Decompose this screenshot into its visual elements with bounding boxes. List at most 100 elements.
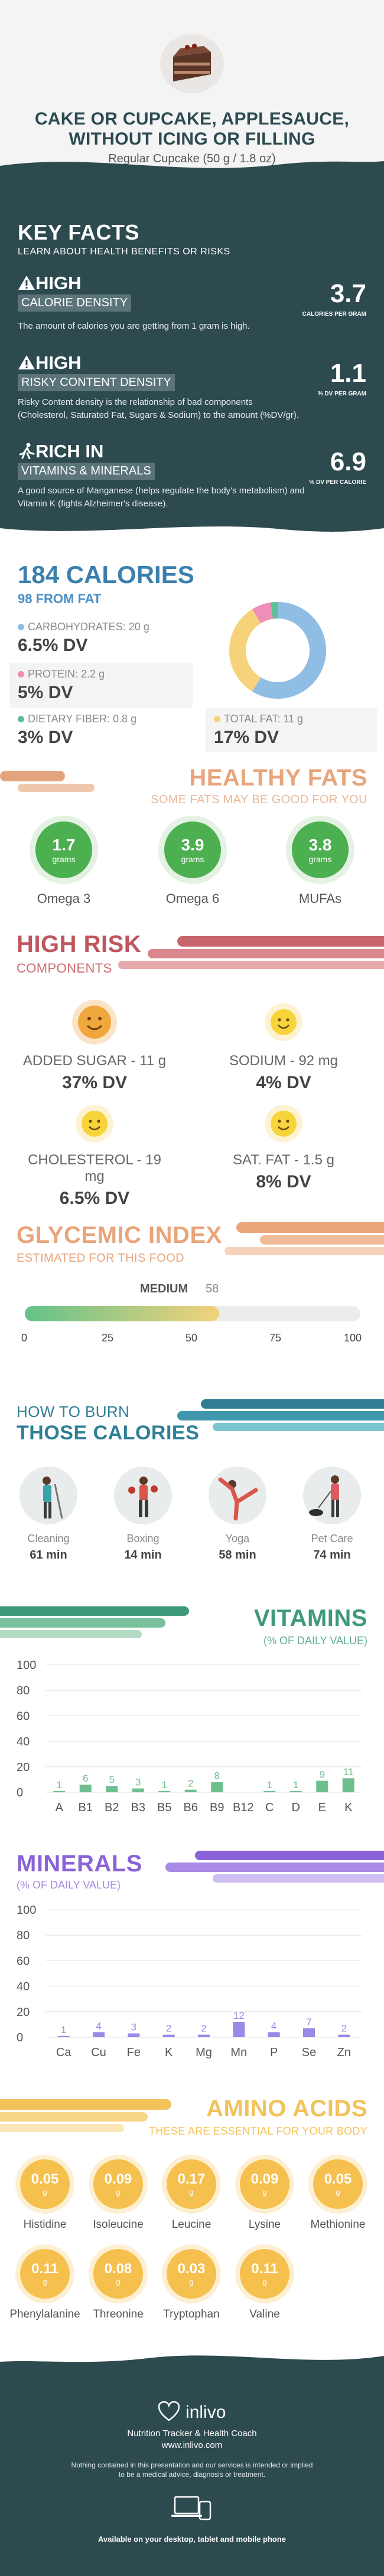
protein-stat: PROTEIN: 2.2 g 5% DV	[9, 663, 193, 708]
bar-value-label: 5	[109, 1774, 115, 1785]
disclaimer: Nothing contained in this presentation a…	[0, 2460, 384, 2479]
disclaimer-line-2: to be a medical advice, diagnosis or tre…	[118, 2470, 266, 2479]
x-tick-label: B5	[157, 1801, 171, 1814]
glycemic-scale: 0 25 50 75 100	[21, 1332, 362, 1346]
amino-value: 0.08	[104, 2261, 132, 2277]
donut-slice-dietary-fiber	[270, 602, 278, 619]
x-tick-label: B1	[79, 1801, 93, 1814]
bar	[128, 2033, 140, 2037]
x-tick-label: Mg	[196, 2046, 212, 2059]
fact-unit: CALORIES PER GRAM	[302, 311, 366, 318]
amino-value: 0.09	[104, 2171, 132, 2187]
amino-value: 0.05	[31, 2171, 59, 2187]
y-tick-label: 60	[17, 1955, 30, 1968]
added-sugar-stat: ADDED SUGAR - 11 g 37% DV	[21, 1053, 168, 1093]
vitamins-bar-chart: 0 20 40 60 80 100 1 A 6 B1 5 B2 3 B3 1 B5 2 B6 8 B9 B12 1 C 1 D 9…	[17, 1659, 362, 1814]
decor-stripe	[0, 1618, 165, 1628]
decor-stripe	[118, 961, 384, 969]
mufas-unit: grams	[308, 855, 332, 864]
fact-value: 6.9	[330, 447, 366, 476]
amino-label: Isoleucine	[93, 2218, 144, 2231]
key-facts-title: KEY FACTS	[18, 220, 139, 244]
omega-3-badge: 1.7 grams	[35, 821, 92, 878]
healthy-fats-section: HEALTHY FATS SOME FATS MAY BE GOOD FOR Y…	[0, 757, 384, 928]
y-tick-label: 0	[17, 1786, 23, 1799]
macro-donut-chart	[229, 602, 326, 699]
amino-unit: g	[116, 2277, 121, 2286]
amino-label: Phenylalanine	[9, 2308, 80, 2320]
calories-title: 184 CALORIES	[18, 561, 194, 588]
omega-3-unit: grams	[52, 855, 76, 864]
fiber-stat: DIETARY FIBER: 0.8 g 3% DV	[9, 708, 145, 752]
brand-url[interactable]: www.inlivo.com	[161, 2440, 223, 2450]
fact-description-line-2: Vitamin K (fights Alzheimer's disease).	[18, 499, 168, 509]
glycemic-level: MEDIUM	[140, 1282, 188, 1295]
minerals-section: MINERALS (% OF DAILY VALUE) 0 20 40 60 80 100…	[0, 1848, 384, 2093]
boxing-icon	[128, 1477, 158, 1517]
activity-label: Yoga	[225, 1533, 250, 1544]
amino-phenylalanine: 0.11 g Phenylalanine	[9, 2249, 80, 2321]
bar	[79, 1785, 92, 1792]
y-tick-label: 60	[17, 1710, 30, 1723]
x-tick-label: Se	[302, 2046, 316, 2059]
warning-icon	[18, 355, 35, 369]
key-facts-subtitle: LEARN ABOUT HEALTH BENEFITS OR RISKS	[18, 247, 230, 257]
amino-label: Leucine	[171, 2218, 211, 2231]
minerals-subtitle: (% OF DAILY VALUE)	[17, 1879, 121, 1891]
y-tick-label: 100	[17, 1659, 36, 1672]
bar	[106, 1786, 118, 1792]
cholesterol-label: CHOLESTEROL - 19 mg	[28, 1152, 161, 1184]
decor-stripe	[177, 936, 384, 947]
sodium-stat: SODIUM - 92 mg 4% DV	[210, 1053, 357, 1093]
bar-value-label: 8	[214, 1770, 220, 1782]
decor-stripe	[213, 1423, 384, 1431]
cake-icon	[160, 34, 224, 93]
decor-stripe	[260, 1235, 384, 1245]
bar	[53, 1791, 66, 1792]
decor-stripe	[0, 2112, 148, 2122]
amino-methionine: 0.05 g Methionine	[302, 2159, 373, 2231]
glycemic-tick: 50	[186, 1332, 198, 1344]
bar	[263, 1791, 276, 1792]
wave-divider	[0, 161, 384, 176]
brand-name: inlivo	[186, 2402, 226, 2422]
fact-calorie-density: HIGH CALORIE DENSITY 3.7 CALORIES PER GR…	[18, 273, 366, 333]
carbohydrates-dv: 6.5% DV	[18, 636, 88, 655]
x-tick-label: A	[56, 1801, 64, 1814]
burn-calories-section: HOW TO BURN THOSE CALORIES Cleaning 61 m…	[0, 1397, 384, 1600]
bar	[132, 1788, 144, 1792]
omega-6-unit: grams	[181, 855, 204, 864]
amino-unit: g	[116, 2188, 121, 2197]
glycemic-tick: 25	[102, 1332, 114, 1344]
sodium-dv: 4% DV	[256, 1073, 311, 1092]
glycemic-title: GLYCEMIC INDEX	[17, 1222, 222, 1248]
amino-unit: g	[43, 2277, 47, 2286]
smiley-icon	[72, 1000, 117, 1045]
amino-valine: 0.11 g Valine	[229, 2249, 300, 2321]
decor-stripe	[213, 1874, 384, 1883]
x-tick-label: B3	[131, 1801, 145, 1814]
mufas-label: MUFAs	[298, 891, 342, 906]
added-sugar-label: ADDED SUGAR - 11 g	[22, 1053, 167, 1069]
omega-3-label: Omega 3	[37, 891, 91, 906]
bar-value-label: 11	[343, 1766, 354, 1778]
fact-value: 3.7	[330, 279, 366, 308]
bar-value-label: 9	[320, 1769, 325, 1780]
glycemic-fill	[25, 1306, 220, 1321]
fact-description-line-1: Risky Content density is the relationshi…	[18, 397, 253, 407]
fat-stat: TOTAL FAT: 11 g 17% DV	[206, 708, 377, 752]
vitamins-subtitle: (% OF DAILY VALUE)	[263, 1635, 367, 1647]
minerals-title: MINERALS	[17, 1851, 142, 1877]
amino-unit: g	[262, 2277, 267, 2286]
activity-time: 74 min	[313, 1549, 351, 1562]
amino-unit: g	[43, 2188, 47, 2197]
amino-leucine: 0.17 g Leucine	[156, 2159, 227, 2231]
activity-yoga: Yoga 58 min	[202, 1467, 273, 1562]
fiber-label: DIETARY FIBER: 0.8 g	[28, 713, 137, 725]
omega-3-value: 1.7	[52, 836, 76, 854]
fact-level: HIGH	[35, 352, 82, 373]
glycemic-tick: 100	[344, 1332, 362, 1344]
x-tick-label: B2	[105, 1801, 119, 1814]
amino-subtitle: THESE ARE ESSENTIAL FOR YOUR BODY	[149, 2125, 367, 2137]
smiley-icon	[265, 1003, 302, 1041]
